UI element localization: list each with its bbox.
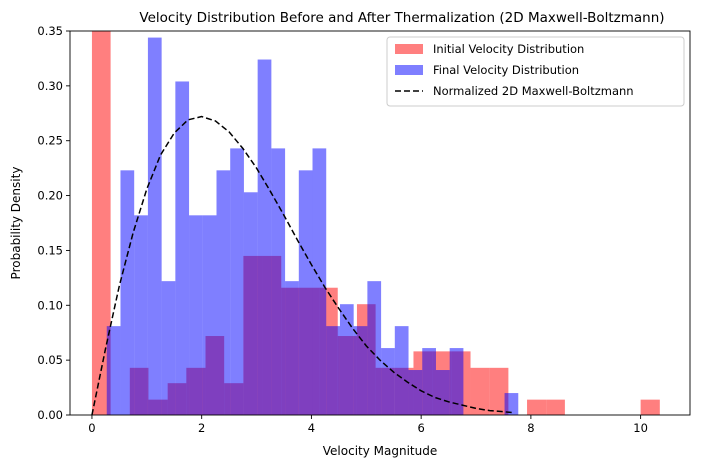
x-tick-label: 6 [417, 421, 424, 435]
legend-swatch-0 [395, 44, 423, 54]
histogram-bar-0-0 [91, 31, 111, 415]
histogram-bar-1-18 [353, 326, 368, 415]
plot-area: 0 2 4 6 8 10 0.00 0.05 0.10 0.15 0.20 0.25 0.30 0.35 I… [37, 24, 691, 435]
histogram-bar-0-23 [527, 399, 547, 415]
x-tick-label: 4 [308, 421, 315, 435]
y-axis-label: Probability Density [9, 167, 23, 280]
legend-label-0: Initial Velocity Distribution [433, 42, 584, 56]
histogram-bar-1-6 [189, 215, 203, 415]
y-tick-label: 0.30 [37, 79, 63, 93]
histogram-bar-1-10 [243, 192, 258, 415]
maxwell-boltzmann-curve [91, 115, 515, 416]
histogram-bar-1-9 [230, 148, 244, 415]
y-tick-label: 0.00 [37, 408, 63, 422]
legend-label-1: Final Velocity Distribution [433, 63, 579, 77]
histogram-bar-1-15 [312, 148, 327, 415]
histogram-bar-1-1 [120, 170, 135, 415]
x-axis-label: Velocity Magnitude [323, 444, 437, 458]
x-tick-label: 10 [633, 421, 648, 435]
histogram-bar-1-21 [394, 326, 409, 415]
x-tick-label: 8 [527, 421, 534, 435]
legend-label-2: Normalized 2D Maxwell-Boltzmann [433, 84, 634, 98]
chart-title: Velocity Distribution Before and After T… [139, 10, 664, 26]
histogram-bar-1-16 [326, 326, 340, 415]
histogram-bar-0-25 [640, 399, 660, 415]
y-tick-label: 0.10 [37, 298, 63, 312]
x-tick-label: 0 [88, 421, 95, 435]
histogram-bar-1-19 [367, 281, 382, 415]
histogram-bar-1-29 [504, 393, 519, 415]
y-tick-label: 0.15 [37, 243, 63, 257]
histogram-bar-1-8 [216, 170, 231, 415]
histogram-bar-1-25 [449, 348, 464, 415]
histogram-bar-1-22 [408, 370, 423, 415]
histogram-bar-1-3 [147, 37, 162, 415]
axes-frame [69, 30, 691, 416]
histogram-bar-1-17 [339, 304, 354, 415]
histogram-bar-1-2 [134, 215, 148, 415]
histogram-bar-1-7 [202, 215, 217, 415]
histogram-bar-1-11 [257, 59, 272, 415]
histogram-bar-1-0 [106, 326, 121, 415]
histogram-bar-0-21 [489, 367, 509, 415]
y-tick-label: 0.35 [37, 24, 63, 38]
histogram-bar-1-5 [175, 81, 190, 415]
legend-swatch-1 [395, 65, 423, 75]
y-tick-label: 0.05 [37, 353, 63, 367]
y-tick-label: 0.25 [37, 134, 63, 148]
legend-box [386, 36, 685, 107]
histogram-bar-0-20 [470, 367, 490, 415]
y-tick-label: 0.20 [37, 189, 63, 203]
histogram-bar-1-14 [298, 170, 313, 415]
histogram-bar-1-12 [271, 148, 286, 415]
histogram-bar-1-20 [381, 348, 395, 415]
histogram-bar-1-13 [285, 281, 299, 415]
x-tick-label: 2 [198, 421, 205, 435]
histogram-bar-1-4 [161, 281, 176, 415]
histogram-bar-1-24 [435, 370, 450, 415]
histogram-bar-1-23 [422, 348, 436, 415]
histogram-bar-0-24 [546, 399, 565, 415]
